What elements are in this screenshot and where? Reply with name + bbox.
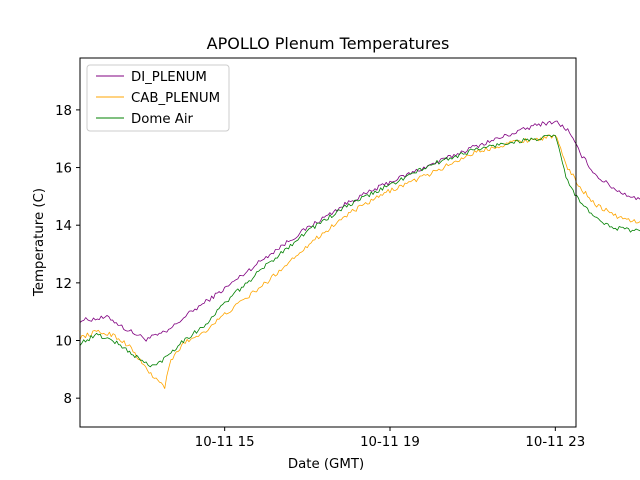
series-layer <box>79 120 640 389</box>
legend-box <box>86 64 230 132</box>
x-tick-label: 10-11 15 <box>195 435 255 450</box>
plot-frame <box>79 57 577 428</box>
x-tick-label: 10-11 19 <box>360 435 420 450</box>
y-tick-label: 18 <box>55 104 72 119</box>
legend-label-cab-plenum: CAB_PLENUM <box>131 91 220 106</box>
series-line-di-plenum <box>79 120 640 342</box>
series-line-dome-air <box>79 134 640 368</box>
y-tick-label: 8 <box>64 392 72 407</box>
y-tick-label: 12 <box>55 277 72 292</box>
y-tick-label: 14 <box>55 219 72 234</box>
legend-label-dome-air: Dome Air <box>131 112 194 127</box>
x-tick-label: 10-11 23 <box>525 435 585 450</box>
chart-title: APOLLO Plenum Temperatures <box>207 34 450 53</box>
y-axis-title: Temperature (C) <box>32 188 47 297</box>
series-line-cab-plenum <box>79 134 640 389</box>
legend: DI_PLENUM CAB_PLENUM Dome Air <box>86 64 230 132</box>
legend-label-di-plenum: DI_PLENUM <box>131 70 207 85</box>
y-tick-label: 10 <box>55 335 72 350</box>
x-axis-title: Date (GMT) <box>288 457 364 472</box>
y-tick-label: 16 <box>55 162 72 177</box>
y-axis-ticks: 8 10 12 14 16 18 <box>55 104 80 407</box>
